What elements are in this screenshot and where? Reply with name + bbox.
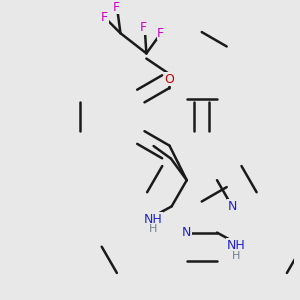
Text: F: F <box>112 1 120 14</box>
Text: O: O <box>164 73 174 86</box>
Text: N: N <box>182 226 191 239</box>
Text: F: F <box>101 11 108 24</box>
Text: N: N <box>227 200 237 213</box>
Text: H: H <box>232 251 240 261</box>
Text: NH: NH <box>226 239 245 252</box>
Text: H: H <box>149 224 157 234</box>
Text: F: F <box>140 21 147 34</box>
Text: F: F <box>157 27 164 40</box>
Text: NH: NH <box>143 213 162 226</box>
